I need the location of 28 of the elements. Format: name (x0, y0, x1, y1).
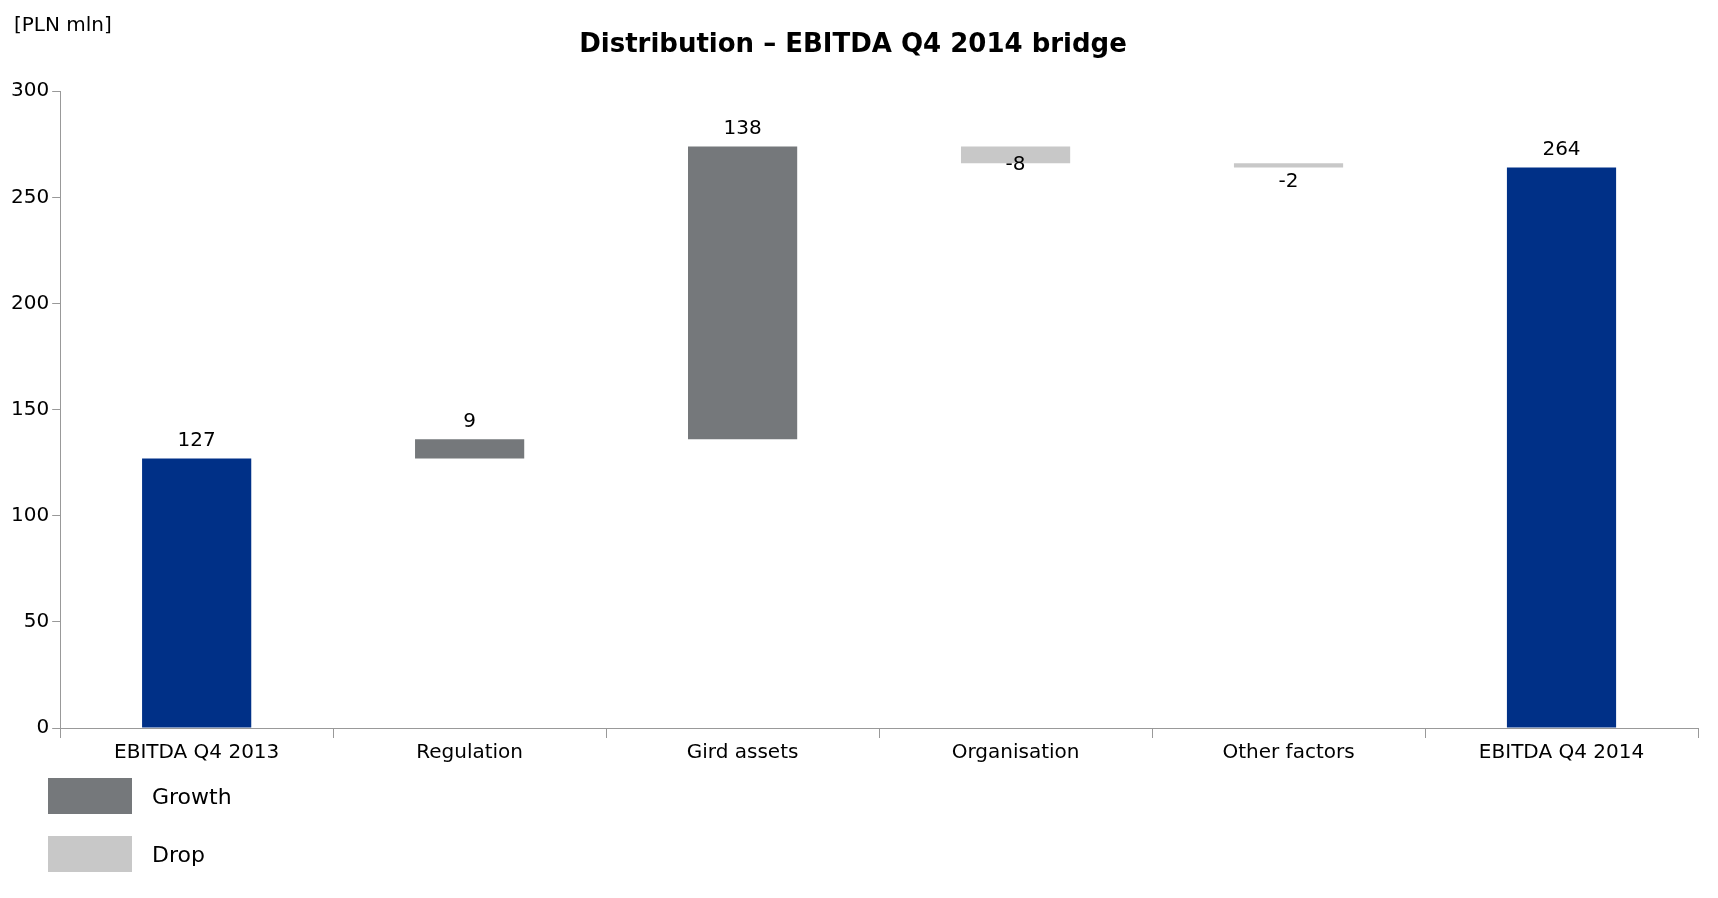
data-label: 264 (1542, 135, 1581, 160)
x-tick-label: EBITDA Q4 2013 (114, 739, 280, 764)
data-label: -2 (1278, 167, 1299, 192)
x-tick-label: EBITDA Q4 2014 (1478, 739, 1645, 764)
y-axis-title: [PLN mln] (14, 12, 112, 36)
x-tick-label: Regulation (416, 739, 524, 764)
bar (142, 458, 252, 728)
chart-title: Distribution – EBITDA Q4 2014 bridge (579, 28, 1127, 59)
legend-label: Growth (152, 783, 232, 809)
legend-label: Drop (152, 841, 205, 867)
bar (415, 439, 525, 459)
data-label: 9 (463, 407, 476, 432)
x-tick-label: Organisation (951, 739, 1080, 764)
bar (688, 146, 798, 440)
y-tick-label: 200 (10, 289, 50, 314)
y-tick-label: 100 (10, 501, 50, 526)
y-tick-label: 250 (10, 183, 50, 208)
data-label: 138 (723, 114, 762, 139)
y-tick-label: 50 (23, 608, 50, 633)
x-tick-label: Other factors (1222, 739, 1355, 764)
y-tick-label: 300 (10, 77, 50, 102)
data-label: 127 (177, 426, 216, 451)
bar (1506, 167, 1617, 728)
data-label: -8 (1005, 150, 1026, 175)
bar (1233, 163, 1344, 168)
y-tick-label: 150 (10, 395, 50, 420)
x-tick-label: Gird assets (686, 739, 799, 764)
y-tick-label: 0 (36, 714, 50, 739)
